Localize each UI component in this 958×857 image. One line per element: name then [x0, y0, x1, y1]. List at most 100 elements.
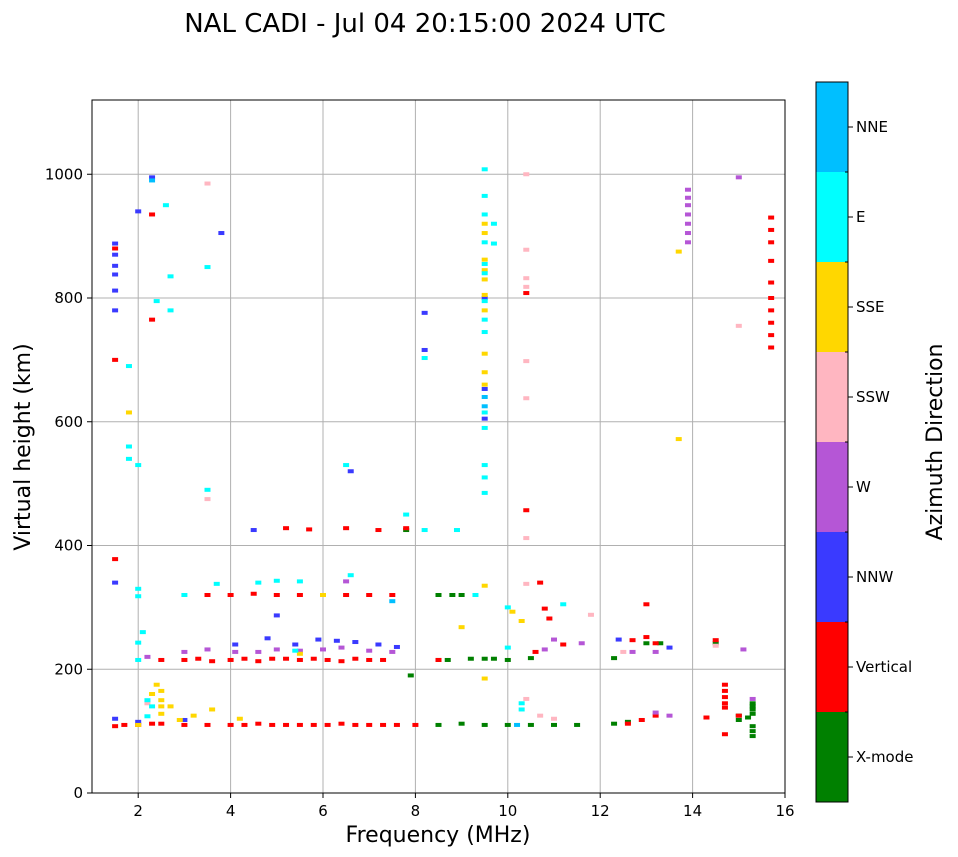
data-point: [112, 263, 119, 268]
data-point: [768, 280, 775, 285]
data-point: [620, 649, 627, 654]
data-point: [481, 261, 488, 266]
data-point: [153, 682, 160, 687]
data-point: [112, 308, 119, 313]
data-point: [352, 722, 359, 727]
data-point: [209, 707, 216, 712]
data-point: [283, 526, 290, 531]
data-point: [481, 395, 488, 399]
data-point: [467, 656, 474, 661]
data-point: [652, 641, 659, 646]
data-point: [504, 657, 511, 662]
data-point: [181, 657, 188, 662]
data-point: [273, 647, 280, 652]
data-point: [481, 425, 488, 430]
colorbar: X-mode Vertical NNW W SSW SSE E NNE: [815, 81, 913, 803]
data-point: [551, 637, 557, 642]
data-point: [481, 676, 488, 681]
data-point: [684, 212, 691, 217]
data-point: [523, 284, 530, 289]
data-point: [255, 659, 262, 664]
data-point: [675, 437, 682, 442]
data-point: [412, 722, 419, 727]
data-point: [481, 410, 488, 415]
data-point: [481, 386, 488, 391]
data-point: [481, 370, 488, 375]
data-point: [611, 721, 618, 726]
data-point: [366, 648, 373, 653]
data-point: [472, 593, 479, 597]
data-point: [167, 704, 174, 709]
data-point: [735, 175, 742, 180]
data-point: [167, 274, 174, 279]
data-point: [250, 591, 257, 596]
plot-frame: [91, 99, 786, 794]
data-point: [112, 724, 119, 729]
data-point: [721, 732, 728, 737]
data-point: [352, 656, 359, 661]
data-point: [666, 645, 673, 650]
data-point: [768, 308, 775, 313]
data-point: [537, 580, 544, 585]
data-point: [652, 713, 659, 718]
data-point: [735, 713, 742, 718]
data-point: [481, 475, 488, 480]
x-tick-label: 16: [775, 802, 794, 820]
data-point: [144, 654, 151, 659]
data-point: [112, 252, 119, 257]
data-point: [481, 308, 488, 313]
data-point: [514, 722, 521, 727]
data-point: [504, 645, 511, 650]
data-point: [144, 698, 151, 703]
data-point: [481, 268, 488, 273]
data-point: [481, 212, 488, 217]
data-point: [684, 240, 691, 245]
data-point: [504, 605, 511, 610]
colorbar-segment: [816, 172, 848, 262]
data-point: [393, 644, 400, 649]
data-point: [551, 716, 557, 721]
series-sse: [125, 221, 682, 727]
data-point: [149, 317, 156, 322]
data-point: [481, 382, 488, 387]
data-point: [366, 593, 373, 597]
data-point: [684, 221, 691, 226]
data-point: [523, 276, 530, 281]
data-point: [684, 231, 691, 236]
data-point: [421, 528, 428, 533]
x-tick-label: 2: [133, 802, 143, 820]
data-point: [144, 714, 151, 719]
data-point: [112, 716, 119, 721]
data-point: [546, 616, 553, 621]
data-point: [745, 715, 752, 720]
data-point: [740, 647, 747, 652]
data-point: [227, 722, 234, 727]
data-point: [241, 722, 248, 727]
data-point: [481, 167, 488, 172]
series-w: [144, 175, 756, 718]
data-point: [250, 528, 257, 533]
series-e: [125, 167, 567, 719]
x-tick-label: 6: [318, 802, 328, 820]
data-point: [347, 469, 354, 474]
y-axis: 0 200 400 600 800 1000: [45, 165, 92, 802]
data-point: [587, 612, 594, 617]
data-point: [292, 642, 299, 647]
data-point: [283, 722, 290, 727]
data-point: [523, 172, 530, 177]
data-point: [296, 648, 303, 653]
data-point: [366, 657, 373, 662]
data-point: [527, 656, 534, 661]
data-point: [190, 713, 197, 718]
data-point: [481, 317, 488, 322]
data-point: [768, 258, 775, 263]
data-point: [158, 704, 165, 709]
data-point: [204, 487, 211, 492]
x-tick-label: 10: [498, 802, 517, 820]
data-point: [320, 647, 326, 652]
data-point: [135, 719, 142, 724]
data-point: [112, 272, 119, 277]
data-point: [162, 203, 169, 208]
data-point: [523, 291, 530, 296]
data-point: [523, 247, 530, 252]
